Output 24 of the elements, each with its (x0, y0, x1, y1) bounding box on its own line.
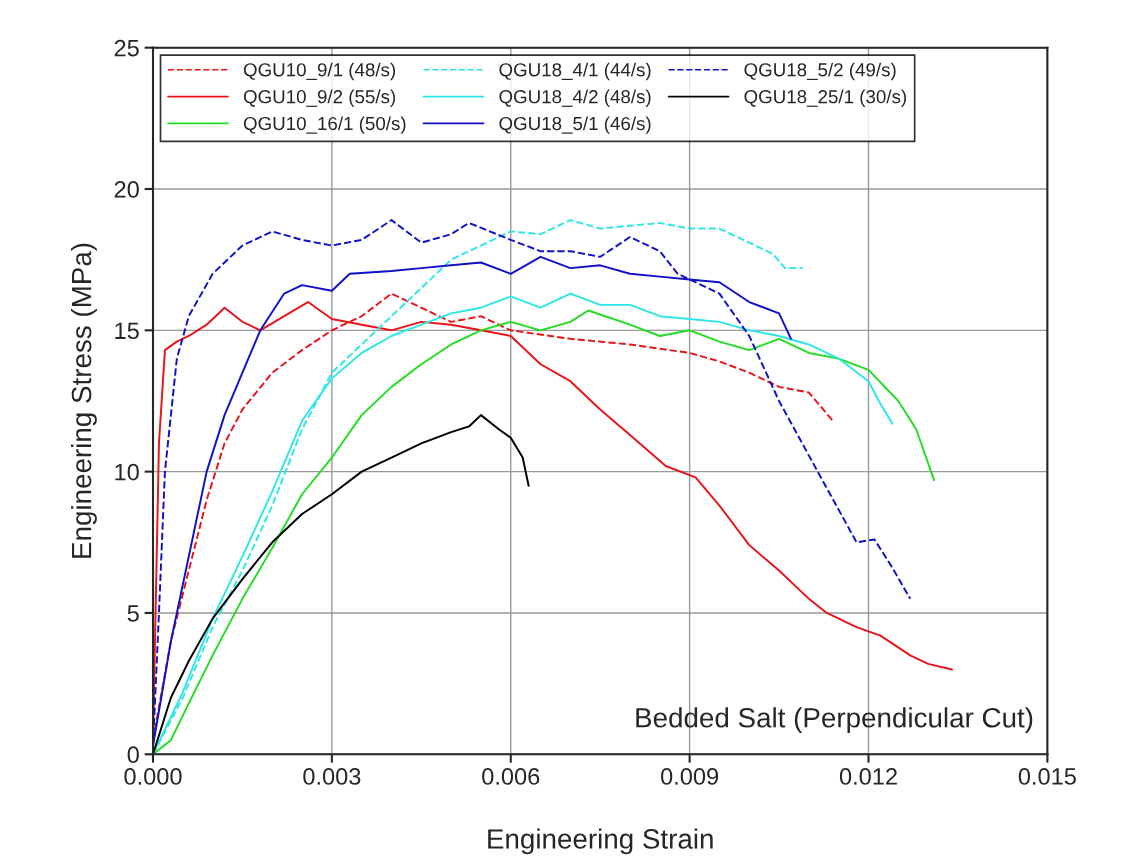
y-tick-label: 25 (114, 39, 139, 57)
y-tick-label: 20 (114, 181, 139, 198)
y-tick-label: 15 (115, 322, 139, 340)
legend-label: QGU10_9/2 (55/s) (243, 89, 396, 108)
legend-label: QGU18_4/1 (44/s) (499, 62, 651, 81)
legend-label: QGU18_4/2 (48/s) (499, 89, 651, 108)
legend-label: QGU10_16/1 (50/s) (243, 116, 406, 134)
legend-label: QGU18_25/1 (30/s) (744, 89, 907, 108)
x-tick-label: 0.009 (661, 768, 719, 785)
y-tick-label: 10 (115, 463, 139, 481)
y-axis-title: Engineering Stress (MPa) (70, 243, 97, 558)
legend-label: QGU18_5/2 (49/s) (744, 62, 896, 81)
line-series (153, 414, 530, 755)
legend-label: QGU18_5/1 (46/s) (499, 116, 651, 134)
y-tick-label: 0 (127, 746, 139, 764)
x-tick-label: 0.012 (839, 768, 897, 785)
legend-label: QGU10_9/1 (48/s) (243, 62, 396, 81)
x-axis-title: Engineering Strain (488, 828, 713, 855)
x-tick-label: 0.015 (1018, 768, 1076, 785)
x-tick-label: 0.006 (482, 768, 540, 785)
x-tick-label: 0.000 (124, 768, 182, 785)
x-tick-label: 0.003 (303, 768, 361, 785)
annotation: Bedded Salt (Perpendicular Cut) (636, 707, 1033, 734)
y-tick-label: 5 (127, 605, 139, 622)
